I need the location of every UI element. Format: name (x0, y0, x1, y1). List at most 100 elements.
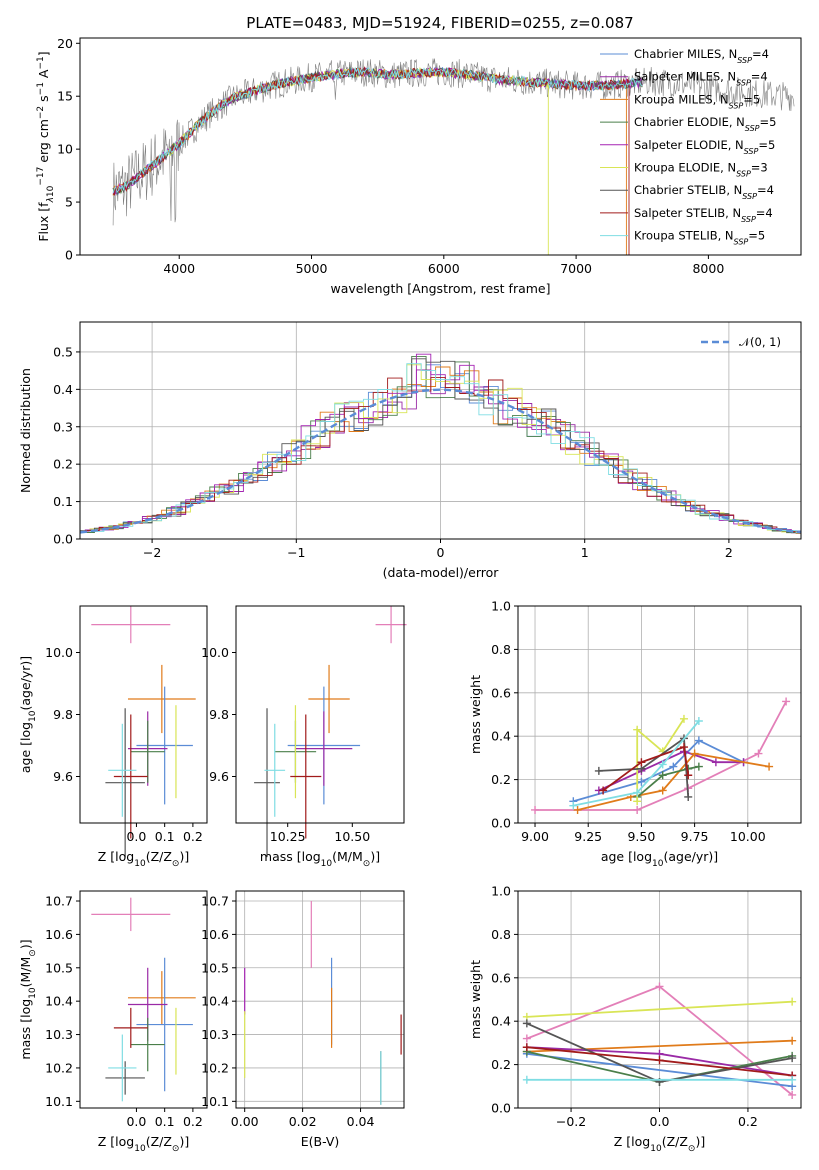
axes-frame (235, 605, 405, 824)
y-tick-label: 1.0 (491, 884, 511, 899)
x-tick-label: 9.50 (627, 829, 655, 844)
x-axis-label: wavelength [Angstrom, rest frame] (330, 281, 550, 296)
x-tick-label: 10.00 (730, 829, 766, 844)
x-axis-label: Z [log10(Z/Z⊙)] (614, 1134, 705, 1154)
series-marker-kroupa_stelib (522, 1075, 531, 1084)
age-vs-mass-panel: 10.25 10.50 9.6 9.8 10.0 mass [log10(M/M⊙)] (201, 605, 407, 869)
x-tick-label: 0.04 (347, 1114, 375, 1129)
y-tick-label: 10.6 (201, 927, 229, 942)
series-marker-kroupa_stelib (633, 788, 642, 797)
y-tick-label: 10.4 (201, 994, 229, 1009)
series-line-kroupa_miles (577, 752, 770, 811)
x-axis-label: Z [log10(Z/Z⊙)] (98, 1134, 189, 1154)
legend-label-salpeter_elodie: Salpeter ELODIE, NSSP=5 (634, 138, 775, 156)
y-tick-label: 15 (57, 89, 73, 104)
y-tick-label: 0.5 (53, 344, 73, 359)
y-tick-label: 10.0 (45, 645, 73, 660)
x-tick-label: −2 (143, 545, 161, 560)
y-tick-label: 0.0 (53, 532, 73, 547)
model-line-kroupa_stelib (112, 66, 643, 194)
residuals-panel: −2 −1 0 1 2 0.0 0.1 0.2 0.3 0.4 0.5 (data-model)/er… (18, 321, 802, 580)
series-marker-pink (633, 805, 642, 814)
y-tick-label: 10 (57, 142, 73, 157)
x-tick-label: 0.0 (650, 1114, 670, 1129)
x-tick-label: 0.0 (126, 1114, 146, 1129)
y-tick-label: 0.8 (491, 642, 511, 657)
age-vs-metallicity-panel: 0.0 0.1 0.2 9.6 9.8 10.0 Z [log10(Z/Z⊙)] age [l… (18, 605, 208, 869)
x-tick-label: 10.25 (270, 829, 306, 844)
histogram-kroupa_miles (89, 366, 801, 535)
y-tick-label: 10.5 (201, 960, 229, 975)
series-marker-pink (522, 1034, 531, 1043)
x-tick-label: 6000 (428, 261, 460, 276)
series-marker-pink (754, 749, 763, 758)
series-marker-kroupa_stelib (788, 1075, 797, 1084)
legend-label-chabrier_elodie: Chabrier ELODIE, NSSP=5 (634, 115, 776, 133)
x-tick-label: 2 (725, 545, 733, 560)
y-axis-label: mass [log10(M/M⊙)] (18, 939, 38, 1059)
x-tick-label: −0.2 (556, 1114, 586, 1129)
histogram-kroupa_stelib (89, 363, 801, 534)
series-marker-kroupa_miles (573, 805, 582, 814)
series-marker-kroupa_stelib (658, 760, 667, 769)
legend-label-chabrier_stelib: Chabrier STELIB, NSSP=4 (634, 183, 774, 201)
axes-frame (517, 605, 802, 824)
weight-vs-metallicity-panel: −0.2 0.0 0.2 0.0 0.2 0.4 0.6 0.8 1.0 Z [log10(Z/Z… (468, 884, 802, 1154)
spectrum-data-line (112, 58, 795, 226)
series-marker-kroupa_stelib (694, 717, 703, 726)
series-marker-salpeter_stelib (522, 1043, 531, 1052)
weight-vs-age-panel: 9.00 9.25 9.50 9.75 10.00 0.0 0.2 0.4 0.6 0.8 1.0 a… (468, 599, 802, 869)
y-axis-label: Normed distribution (18, 368, 33, 493)
y-tick-label: 0.4 (53, 382, 73, 397)
y-tick-label: 9.8 (53, 707, 73, 722)
legend-label-chabrier_miles: Chabrier MILES, NSSP=4 (634, 47, 769, 65)
y-axis-label: mass weight (468, 675, 483, 754)
y-tick-label: 10.5 (45, 960, 73, 975)
histogram-chabrier_elodie (80, 355, 801, 534)
series-marker-kroupa_elodie (633, 797, 642, 806)
series-line-chabrier_stelib (598, 736, 690, 798)
y-tick-label: 0.8 (491, 927, 511, 942)
series-marker-chabrier_miles (637, 777, 646, 786)
series-marker-salpeter_stelib (599, 786, 608, 795)
x-tick-label: 9.75 (681, 829, 709, 844)
legend-label-salpeter_stelib: Salpeter STELIB, NSSP=4 (634, 206, 773, 224)
x-axis-label: (data-model)/error (383, 565, 500, 580)
x-tick-label: 0.2 (738, 1114, 758, 1129)
y-tick-label: 10.2 (45, 1060, 73, 1075)
y-tick-label: 5 (65, 195, 73, 210)
series-marker-chabrier_stelib (684, 792, 693, 801)
y-tick-label: 0.0 (491, 816, 511, 831)
y-tick-label: 0.0 (491, 1101, 511, 1116)
y-axis-label: Flux [fλ10−17 erg cm−2 s−1 A−1] (36, 51, 56, 241)
y-tick-label: 10.1 (201, 1094, 229, 1109)
series-marker-kroupa_elodie (788, 997, 797, 1006)
y-tick-label: 0.2 (53, 457, 73, 472)
y-tick-label: 10.7 (45, 894, 73, 909)
series-marker-salpeter_stelib (655, 1056, 664, 1065)
series-line-kroupa_stelib (573, 720, 700, 807)
series-marker-salpeter_stelib (679, 743, 688, 752)
x-axis-label: Z [log10(Z/Z⊙)] (98, 849, 189, 869)
y-tick-label: 0.2 (491, 772, 511, 787)
series-line-chabrier_elodie (636, 765, 700, 798)
series-marker-chabrier_miles (694, 736, 703, 745)
axes-frame (79, 890, 208, 1109)
series-line-chabrier_miles (526, 1052, 793, 1088)
series-line-salpeter_stelib (602, 745, 690, 792)
y-tick-label: 9.8 (209, 707, 229, 722)
x-tick-label: 0.00 (231, 1114, 259, 1129)
model-line-kroupa_miles (112, 67, 627, 255)
series-marker-kroupa_stelib (569, 801, 578, 810)
series-marker-salpeter_miles (711, 758, 720, 767)
legend-label-kroupa_elodie: Kroupa ELODIE, NSSP=3 (634, 161, 768, 179)
x-tick-label: 9.00 (521, 829, 549, 844)
x-axis-label: age [log10(age/yr)] (601, 849, 718, 869)
y-tick-label: 0.4 (491, 1014, 511, 1029)
axes-frame (79, 37, 802, 256)
y-axis-label: mass weight (468, 960, 483, 1039)
model-line-salpeter_stelib (112, 66, 630, 255)
x-tick-label: 7000 (560, 261, 592, 276)
y-tick-label: 0.3 (53, 419, 73, 434)
x-tick-label: 0.1 (155, 1114, 175, 1129)
